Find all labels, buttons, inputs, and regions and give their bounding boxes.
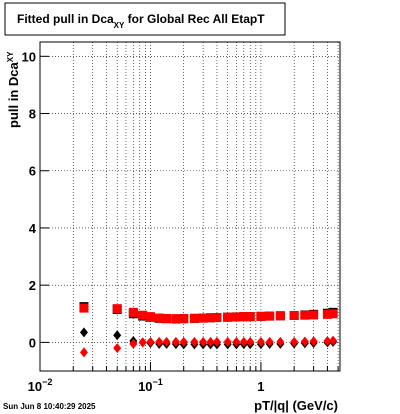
marker-square (300, 310, 310, 320)
marker-square (212, 313, 222, 323)
marker-square (275, 311, 285, 321)
x-tick-label: 1 (257, 379, 264, 394)
marker-square (223, 312, 233, 322)
marker-square (206, 313, 216, 323)
x-tick-exponent: −1 (153, 377, 163, 387)
marker-diamond (265, 336, 274, 347)
y-tick-label: 4 (29, 221, 37, 236)
marker-diamond (206, 336, 215, 347)
marker-diamond (146, 336, 155, 347)
x-tick-base: 10 (138, 379, 152, 394)
marker-diamond (162, 336, 171, 347)
marker-square (328, 309, 338, 319)
marker-diamond (190, 336, 199, 347)
x-tick-label: 10−2 (28, 377, 53, 394)
x-tick-label: 10−1 (138, 377, 163, 394)
marker-diamond (212, 336, 221, 347)
marker-diamond (179, 336, 188, 347)
marker-diamond (138, 337, 147, 348)
marker-square (171, 314, 181, 324)
marker-diamond (290, 336, 299, 347)
marker-square (179, 314, 189, 324)
marker-diamond (300, 336, 309, 347)
marker-square (245, 312, 255, 322)
marker-square (112, 304, 122, 314)
marker-square (256, 311, 266, 321)
marker-diamond (129, 338, 138, 349)
marker-diamond (276, 336, 285, 347)
y-tick-label: 6 (29, 164, 36, 179)
marker-square (265, 311, 275, 321)
marker-diamond (329, 335, 338, 346)
marker-square (189, 313, 199, 323)
marker-square (145, 312, 155, 322)
chart-title: Fitted pull in DcaXY for Global Rec All … (17, 12, 265, 30)
marker-diamond (256, 336, 265, 347)
marker-square (154, 313, 164, 323)
marker-square (162, 314, 172, 324)
marker-diamond (171, 336, 180, 347)
y-axis-label: pull in DcaXY (6, 51, 21, 128)
marker-diamond (223, 336, 232, 347)
marker-diamond (79, 347, 88, 358)
marker-diamond (309, 336, 318, 347)
marker-square (289, 310, 299, 320)
x-tick-base: 10 (28, 379, 42, 394)
marker-square (138, 310, 148, 320)
marker-diamond (239, 336, 248, 347)
marker-square (128, 307, 138, 317)
marker-diamond (113, 330, 122, 341)
marker-diamond (113, 343, 122, 354)
marker-square (322, 309, 332, 319)
y-tick-label: 8 (29, 107, 36, 122)
x-tick-exponent: −2 (42, 377, 52, 387)
marker-square (79, 303, 89, 313)
marker-diamond (323, 335, 332, 346)
marker-diamond (79, 327, 88, 338)
marker-square (231, 312, 241, 322)
title-box (4, 2, 286, 36)
marker-square (309, 310, 319, 320)
marker-diamond (246, 336, 255, 347)
y-tick-label: 10 (22, 49, 36, 64)
y-tick-label: 2 (29, 278, 36, 293)
marker-diamond (232, 336, 241, 347)
marker-diamond (155, 336, 164, 347)
marker-square (239, 312, 249, 322)
marker-diamond (199, 336, 208, 347)
y-tick-label: 0 (29, 335, 36, 350)
x-axis-label: pT/|q| (GeV/c) (254, 398, 338, 413)
marker-square (198, 313, 208, 323)
timestamp: Sun Jun 8 10:40:29 2025 (3, 402, 96, 411)
frame (39, 41, 341, 372)
